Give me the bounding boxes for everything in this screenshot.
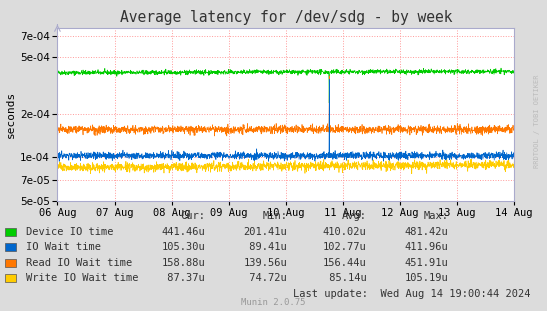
Text: Cur:: Cur: [180, 211, 205, 221]
Text: Munin 2.0.75: Munin 2.0.75 [241, 298, 306, 307]
Text: 411.96u: 411.96u [405, 242, 449, 252]
Text: 105.30u: 105.30u [161, 242, 205, 252]
Text: 441.46u: 441.46u [161, 227, 205, 237]
Y-axis label: seconds: seconds [6, 91, 16, 138]
Text: 74.72u: 74.72u [243, 273, 287, 283]
Text: Min:: Min: [262, 211, 287, 221]
Text: 139.56u: 139.56u [243, 258, 287, 268]
Text: 87.37u: 87.37u [161, 273, 205, 283]
Text: Read IO Wait time: Read IO Wait time [26, 258, 132, 268]
Text: IO Wait time: IO Wait time [26, 242, 101, 252]
Text: 201.41u: 201.41u [243, 227, 287, 237]
Text: Write IO Wait time: Write IO Wait time [26, 273, 139, 283]
Text: Avg:: Avg: [341, 211, 366, 221]
Text: 89.41u: 89.41u [243, 242, 287, 252]
Text: Device IO time: Device IO time [26, 227, 114, 237]
Text: 105.19u: 105.19u [405, 273, 449, 283]
Text: 451.91u: 451.91u [405, 258, 449, 268]
Text: 85.14u: 85.14u [323, 273, 366, 283]
Text: 410.02u: 410.02u [323, 227, 366, 237]
Text: 481.42u: 481.42u [405, 227, 449, 237]
Text: 156.44u: 156.44u [323, 258, 366, 268]
Text: Max:: Max: [423, 211, 449, 221]
Text: RRDTOOL / TOBI OETIKER: RRDTOOL / TOBI OETIKER [534, 75, 540, 168]
Text: 158.88u: 158.88u [161, 258, 205, 268]
Text: 102.77u: 102.77u [323, 242, 366, 252]
Title: Average latency for /dev/sdg - by week: Average latency for /dev/sdg - by week [120, 11, 452, 26]
Text: Last update:  Wed Aug 14 19:00:44 2024: Last update: Wed Aug 14 19:00:44 2024 [293, 289, 531, 299]
